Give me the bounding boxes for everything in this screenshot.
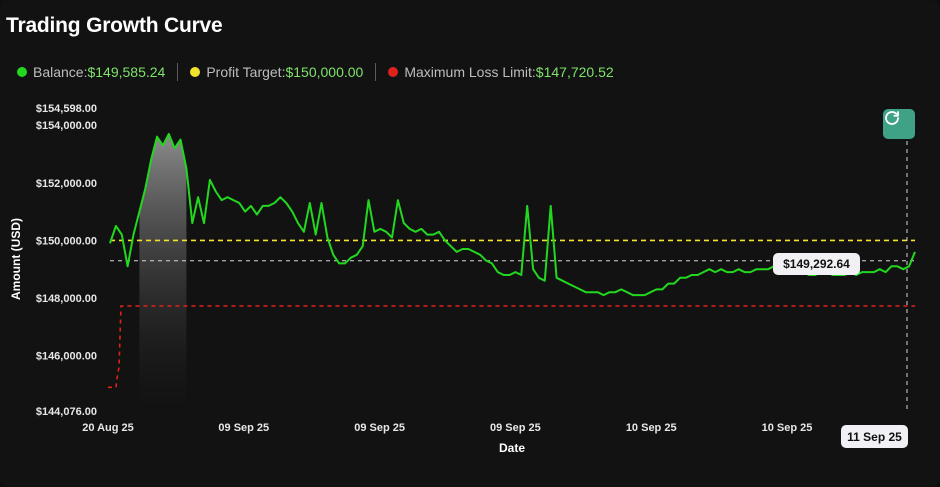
y-tick-label: $144,076.00	[36, 406, 97, 418]
y-tick-label: $154,000.00	[36, 120, 97, 132]
x-tick-label: 20 Aug 25	[82, 422, 134, 434]
profit-target-dot-icon	[190, 67, 201, 77]
legend: Balance: $149,585.24 Profit Target: $150…	[17, 62, 614, 82]
max-loss-dot-icon	[388, 67, 399, 77]
y-tick-label: $152,000.00	[36, 178, 97, 190]
legend-item-balance[interactable]: Balance: $149,585.24	[17, 64, 165, 80]
legend-item-profit-target[interactable]: Profit Target: $150,000.00	[190, 64, 363, 80]
balance-peak-fill	[139, 133, 187, 411]
x-axis-title: Date	[499, 441, 525, 455]
y-tick-label: $150,000.00	[36, 235, 97, 247]
max-loss-line	[108, 305, 915, 389]
legend-label: Maximum Loss Limit:	[404, 64, 536, 80]
x-tick-label: 09 Sep 25	[354, 422, 405, 434]
legend-value: $147,720.52	[535, 64, 614, 80]
crosshair-value-tooltip: $149,292.64	[773, 253, 860, 275]
legend-label: Balance:	[33, 64, 88, 80]
legend-value: $149,585.24	[87, 64, 166, 80]
x-tick-label: 09 Sep 25	[218, 422, 269, 434]
x-tick-label: 09 Sep 25	[490, 422, 541, 434]
legend-label: Profit Target:	[206, 64, 286, 80]
y-tick-label: $148,000.00	[36, 293, 97, 305]
chart-title: Trading Growth Curve	[6, 14, 223, 37]
x-tick-label: 10 Sep 25	[626, 422, 677, 434]
x-tick-label: 10 Sep 25	[762, 422, 813, 434]
y-axis-title: Amount (USD)	[9, 218, 23, 300]
legend-divider	[375, 63, 377, 81]
legend-divider	[177, 63, 179, 81]
legend-value: $150,000.00	[285, 64, 364, 80]
y-tick-label: $154,598.00	[36, 103, 97, 115]
reset-zoom-button[interactable]	[883, 109, 915, 139]
crosshair-date-tooltip: 11 Sep 25	[841, 425, 908, 448]
refresh-icon	[885, 111, 899, 125]
balance-dot-icon	[17, 67, 27, 77]
y-tick-label: $146,000.00	[36, 351, 97, 363]
legend-item-max-loss[interactable]: Maximum Loss Limit: $147,720.52	[388, 64, 614, 80]
